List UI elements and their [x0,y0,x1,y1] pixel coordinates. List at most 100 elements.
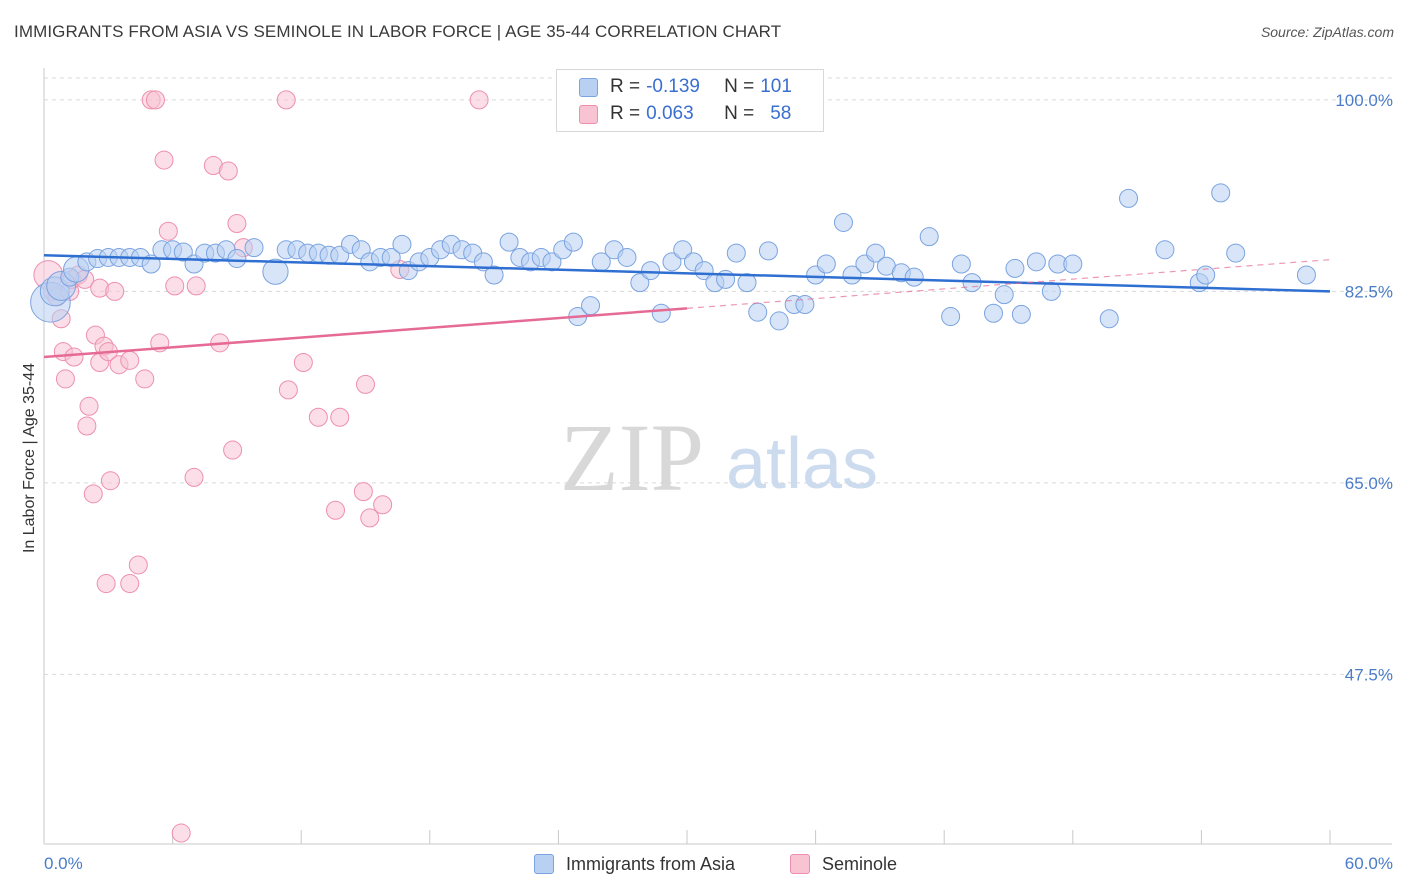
asia-point [769,311,789,331]
seminole-point [64,347,84,367]
asia-point [941,307,961,327]
asia-point [1099,309,1119,329]
y-axis-label: In Labor Force | Age 35-44 [21,363,38,553]
asia-point [381,247,401,267]
seminole-point [120,574,140,594]
y-tick-label: 65.0% [1345,474,1393,493]
legend-row-seminole: R = 0.063 N = 58 [579,101,791,127]
trend-line-asia [43,254,1331,293]
legend-n-value: 101 [760,76,792,97]
asia-point [262,258,289,285]
legend-r-value: 0.063 [646,103,694,124]
seminole-point [276,90,296,110]
asia-point [737,273,757,293]
legend: R = -0.139 N = 101 R = 0.063 N = 58 [556,69,824,132]
seminole-point [227,214,247,234]
asia-point [392,234,412,254]
seminole-point [79,396,99,416]
y-tick-label: 100.0% [1335,91,1393,110]
asia-point [833,212,853,232]
asia-point [484,265,504,285]
asia-point [1196,265,1216,285]
seminole-point [218,161,238,181]
asia-point [563,232,583,252]
seminole-point [184,467,204,487]
seminole-point [96,574,116,594]
asia-point [542,252,562,272]
seminole-point [77,416,97,436]
seminole-point [105,281,125,301]
seminole-point [120,350,140,370]
asia-point [651,303,671,323]
trend-line-seminole [43,307,688,359]
source-label: Source: ZipAtlas.com [1260,24,1394,40]
asia-point [866,243,886,263]
asia-point [1119,188,1139,208]
seminole-point [223,440,243,460]
legend-swatch-seminole [579,104,598,124]
seminole-point [278,380,298,400]
asia-point [617,247,637,267]
watermark-zip: ZIP [560,404,704,511]
asia-point [748,302,768,322]
seminole-point [165,276,185,296]
legend-n-label: N = [724,103,755,124]
seminole-point [353,482,373,502]
asia-point [1026,252,1046,272]
bottom-legend-label-seminole: Seminole [822,853,898,874]
y-tick-label: 47.5% [1345,665,1393,684]
x-tick-label: 60.0% [1345,854,1393,873]
legend-r-label: R = [610,76,641,97]
seminole-point [135,369,155,389]
asia-point [630,273,650,293]
asia-point [919,227,939,247]
legend-row-asia: R = -0.139 N = 101 [579,74,792,100]
seminole-point [325,500,345,520]
watermark: ZIP atlas [560,404,878,511]
asia-point [173,242,193,262]
asia-point [994,285,1014,305]
seminole-point [100,471,120,491]
asia-point [1296,265,1316,285]
seminole-point [83,484,103,504]
seminole-point [356,374,375,394]
trend-line-seminole-extrapolated [686,259,1331,309]
seminole-point [158,221,178,241]
series-asia-points [30,183,1316,331]
asia-point [227,249,247,269]
asia-point [581,296,601,316]
seminole-point [360,508,380,528]
asia-point [1041,281,1061,301]
asia-point [499,232,519,252]
asia-point [1226,243,1246,263]
gridlines [44,77,1392,675]
bottom-legend-asia: Immigrants from Asia [534,852,735,876]
asia-point [758,241,778,261]
asia-point [1155,240,1175,260]
seminole-point [55,369,75,389]
asia-point [1011,304,1031,324]
asia-point [951,254,971,274]
y-tick-label: 82.5% [1345,282,1393,301]
seminole-point [373,495,393,515]
asia-point [244,238,264,258]
asia-point [795,295,815,315]
asia-point [641,261,661,281]
seminole-point [154,150,174,170]
seminole-point [128,555,148,575]
seminole-point [469,90,489,110]
bottom-legend-seminole: Seminole [790,852,897,876]
chart-title: IMMIGRANTS FROM ASIA VS SEMINOLE IN LABO… [14,22,782,41]
legend-r-value: -0.139 [646,76,700,97]
bottom-swatch-asia [534,854,554,874]
axes [43,68,1392,845]
seminole-point [171,823,191,843]
x-tick-label: 0.0% [44,854,83,873]
asia-point [1063,254,1083,274]
asia-point [1211,183,1231,203]
asia-point [842,265,862,285]
watermark-atlas: atlas [726,424,878,504]
tick-labels: 47.5% 65.0% 82.5% 100.0% 0.0% 60.0% [44,91,1393,873]
seminole-point [330,407,350,427]
